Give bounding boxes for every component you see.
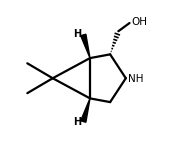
Text: H: H: [73, 29, 81, 39]
Text: OH: OH: [131, 17, 147, 27]
Polygon shape: [81, 98, 90, 122]
Text: NH: NH: [129, 74, 144, 84]
Text: H: H: [73, 117, 81, 127]
Polygon shape: [81, 34, 90, 58]
